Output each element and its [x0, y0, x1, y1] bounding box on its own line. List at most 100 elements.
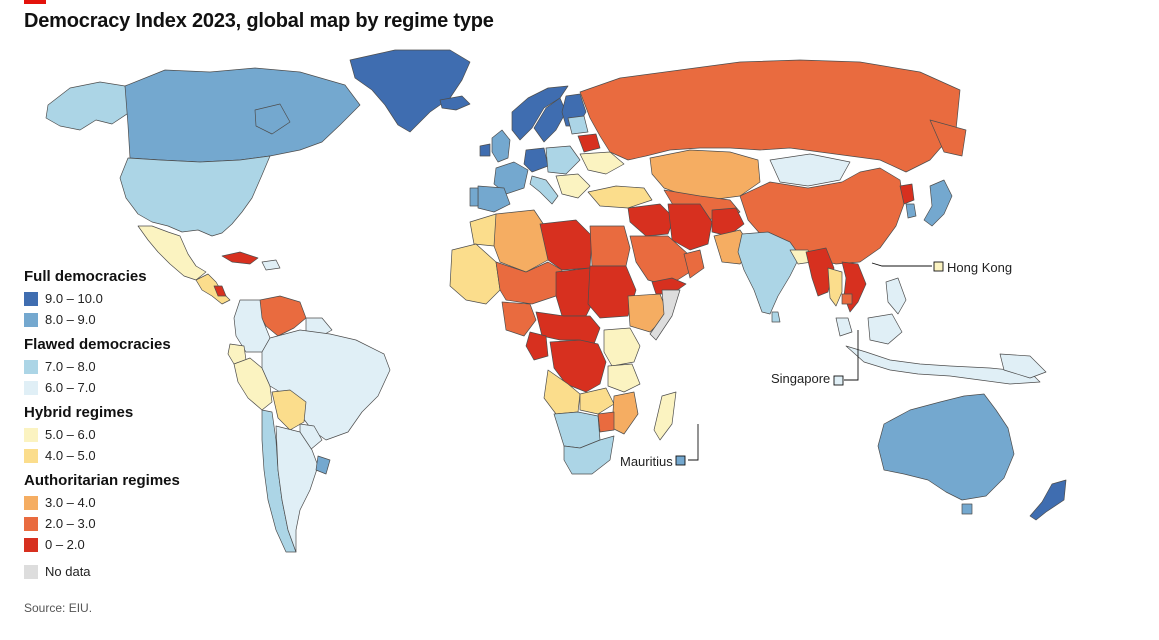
region-east-africa [603, 327, 641, 367]
region-tanzania [607, 363, 641, 393]
map-legend: Full democracies 9.0 – 10.0 8.0 – 9.0 Fl… [24, 268, 214, 582]
legend-group-full-democracies: Full democracies 9.0 – 10.0 8.0 – 9.0 [24, 268, 214, 330]
region-myanmar [805, 247, 835, 297]
region-canada [124, 67, 361, 163]
region-north-korea [899, 183, 915, 205]
region-cuba [221, 251, 259, 265]
region-mozambique [611, 391, 639, 435]
legend-item: 9.0 – 10.0 [24, 288, 214, 309]
region-madagascar [653, 391, 677, 441]
region-nigeria [501, 301, 537, 337]
legend-item: 8.0 – 9.0 [24, 309, 214, 330]
region-tasmania [961, 503, 973, 515]
region-norway [511, 85, 569, 141]
hong-kong-marker [933, 261, 944, 272]
region-afghanistan [711, 207, 745, 237]
region-thailand [827, 267, 843, 307]
region-mexico [137, 225, 207, 281]
legend-swatch [24, 495, 38, 510]
region-cambodia [841, 293, 853, 305]
legend-label: 5.0 – 6.0 [45, 427, 96, 442]
region-bolivia [271, 389, 307, 431]
region-borneo [867, 313, 903, 345]
region-canada-islands [254, 103, 291, 135]
region-france [493, 161, 529, 195]
region-nicaragua [213, 285, 227, 297]
region-ireland [479, 143, 491, 157]
legend-swatch [24, 359, 38, 374]
region-peru [233, 357, 273, 411]
legend-item: 0 – 2.0 [24, 534, 214, 555]
region-mongolia [769, 153, 851, 187]
region-sri-lanka [771, 311, 781, 323]
region-malaysia [835, 317, 853, 337]
legend-swatch [24, 291, 38, 306]
map-title: Democracy Index 2023, global map by regi… [24, 10, 494, 32]
region-oman [683, 249, 705, 279]
legend-item: 3.0 – 4.0 [24, 492, 214, 513]
source-note: Source: EIU. [24, 601, 93, 615]
legend-swatch [24, 380, 38, 395]
region-turkey [587, 185, 653, 209]
region-baltics [567, 115, 589, 135]
region-indonesia [845, 345, 1041, 385]
region-zimbabwe [597, 411, 615, 433]
legend-item: 5.0 – 6.0 [24, 424, 214, 445]
legend-label: 2.0 – 3.0 [45, 516, 96, 531]
region-greenland [349, 49, 471, 133]
region-australia [877, 393, 1015, 501]
legend-swatch [24, 537, 38, 552]
region-cameroon-gabon [525, 331, 549, 361]
legend-heading: Authoritarian regimes [24, 472, 180, 489]
region-uruguay [315, 455, 331, 475]
legend-heading: Full democracies [24, 268, 147, 285]
region-balkans [555, 173, 591, 199]
region-brazil [261, 329, 391, 441]
region-drc [549, 339, 607, 393]
world-map-svg [45, 49, 1067, 553]
legend-swatch [24, 448, 38, 463]
hong-kong-leader [871, 262, 932, 267]
region-syria-iraq [627, 203, 675, 237]
legend-group-flawed-democracies: Flawed democracies 7.0 – 8.0 6.0 – 7.0 [24, 336, 214, 398]
mauritius-label: Mauritius [620, 454, 673, 469]
legend-label: 7.0 – 8.0 [45, 359, 96, 374]
region-central-america [195, 273, 231, 305]
legend-label: No data [45, 564, 91, 579]
singapore-label: Singapore [771, 371, 831, 386]
region-south-korea [905, 203, 917, 219]
world-map [0, 40, 1159, 600]
legend-group-hybrid-regimes: Hybrid regimes 5.0 – 6.0 4.0 – 5.0 [24, 404, 214, 466]
legend-item: 6.0 – 7.0 [24, 377, 214, 398]
legend-label: 0 – 2.0 [45, 537, 85, 552]
region-philippines [885, 277, 907, 315]
legend-label: 3.0 – 4.0 [45, 495, 96, 510]
region-ukraine [579, 151, 625, 175]
region-png [999, 353, 1047, 379]
region-iceland [439, 95, 471, 111]
legend-label: 6.0 – 7.0 [45, 380, 96, 395]
region-hispaniola [261, 259, 281, 271]
region-algeria [493, 209, 549, 273]
region-usa [119, 155, 271, 237]
region-japan [923, 179, 953, 227]
singapore-marker [833, 375, 844, 386]
region-zambia [579, 387, 615, 415]
legend-swatch [24, 312, 38, 327]
region-argentina [275, 425, 319, 553]
region-russia-far-east [929, 119, 967, 157]
legend-item: 7.0 – 8.0 [24, 356, 214, 377]
legend-item: 2.0 – 3.0 [24, 513, 214, 534]
legend-label: 8.0 – 9.0 [45, 312, 96, 327]
region-italy [529, 175, 559, 205]
region-new-zealand [1029, 479, 1067, 521]
region-russia [579, 59, 961, 173]
legend-label: 4.0 – 5.0 [45, 448, 96, 463]
region-somalia [649, 289, 681, 341]
legend-label: 9.0 – 10.0 [45, 291, 103, 306]
brand-tag [24, 0, 46, 4]
legend-swatch [24, 427, 38, 442]
region-saudi [629, 235, 691, 287]
legend-swatch [24, 564, 38, 579]
region-laos-vietnam [841, 261, 867, 313]
